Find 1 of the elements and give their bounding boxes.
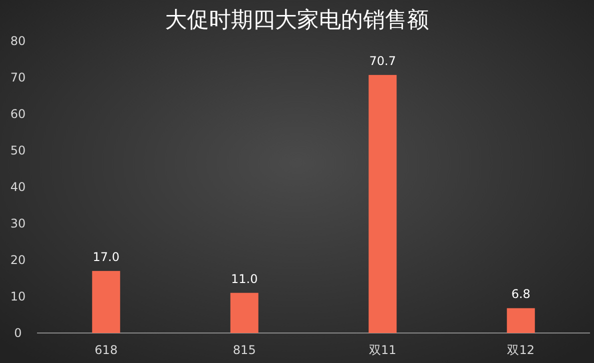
title: 大促时期四大家电的销售额: [165, 8, 429, 33]
